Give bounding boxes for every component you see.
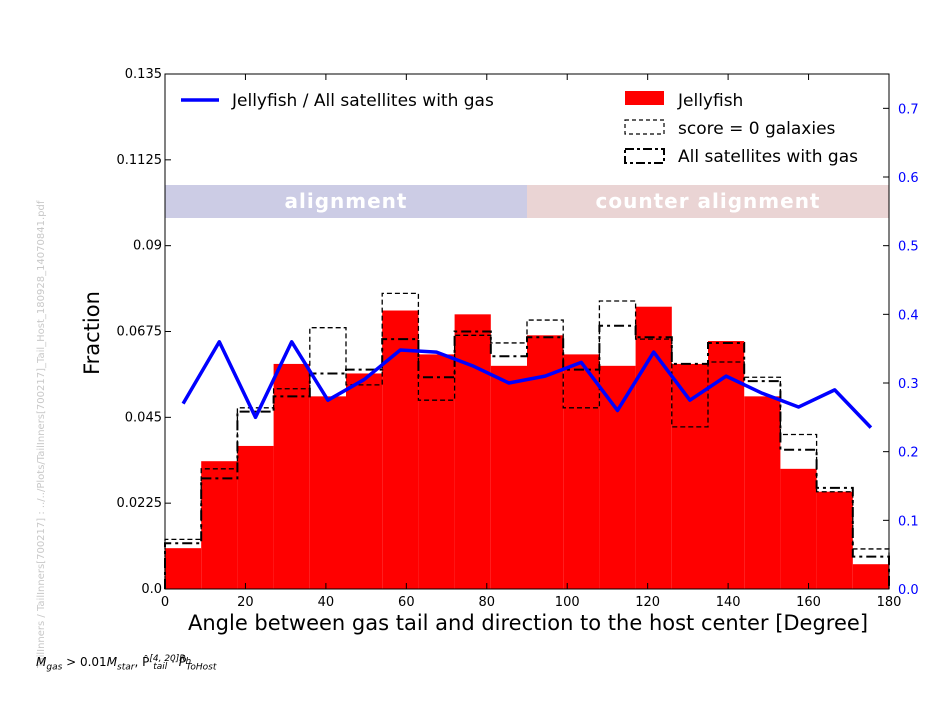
band-label-1: counter alignment — [596, 189, 821, 213]
legend-all-sats-swatch — [624, 148, 665, 164]
jellyfish-bar — [744, 396, 781, 589]
legend-jellyfish-label: Jellyfish — [677, 91, 743, 111]
y-tick-label: 0.0675 — [117, 325, 163, 340]
jellyfish-bar — [490, 365, 527, 589]
legend: Jellyfish / All satellites with gas Jelly… — [181, 91, 858, 167]
formula-mstar: M — [106, 655, 118, 669]
x-tick-label: 120 — [635, 595, 660, 610]
x-tick-label: 0 — [161, 595, 169, 610]
x-tick-label: 40 — [318, 595, 335, 610]
formula-mstar-sub: star — [117, 662, 135, 673]
jellyfish-bar — [816, 491, 853, 589]
x-axis-label: Angle between gas tail and direction to … — [188, 611, 868, 635]
x-tick-label: 180 — [877, 595, 902, 610]
jellyfish-bar — [454, 314, 491, 589]
band-1 — [527, 185, 889, 218]
formula-ptail: , P̂ — [134, 655, 150, 669]
y-axis-label: Fraction — [80, 291, 104, 375]
score-zero-histogram — [164, 292, 890, 589]
legend-ratio-label: Jellyfish / All satellites with gas — [231, 91, 494, 111]
band-label-0: alignment — [285, 189, 408, 213]
jellyfish-bar — [635, 306, 672, 589]
y2-tick-label: 0.0 — [898, 583, 919, 598]
y-tick-label: 0.1125 — [117, 153, 163, 168]
x-tick-label: 60 — [398, 595, 415, 610]
x-tick-label: 160 — [796, 595, 821, 610]
y-tick-label: 0.135 — [125, 67, 162, 82]
y2-tick-label: 0.5 — [898, 240, 919, 255]
y2-tick-label: 0.4 — [898, 308, 919, 323]
x-tick-label: 20 — [237, 595, 254, 610]
y-tick-label: 0.09 — [133, 239, 162, 254]
jellyfish-bar — [165, 548, 202, 589]
jellyfish-bar — [201, 461, 238, 589]
y-tick-label: 0.0225 — [117, 496, 163, 511]
y-tick-label: 0.0 — [141, 582, 162, 597]
all-satellites-histogram — [164, 324, 890, 589]
jellyfish-bar — [599, 365, 636, 589]
jellyfish-bar — [852, 564, 889, 589]
jellyfish-bar — [237, 445, 274, 589]
formula-phost-sub: ToHost — [186, 662, 217, 673]
jellyfish-bar — [563, 354, 600, 589]
y2-tick-label: 0.2 — [898, 446, 919, 461]
legend-score-zero-label: score = 0 galaxies — [678, 119, 836, 139]
jellyfish-bar — [346, 373, 383, 589]
legend-all-sats-label: All satellites with gas — [678, 147, 858, 167]
legend-jellyfish-swatch — [625, 91, 664, 105]
formula-ptail-sub: tail — [153, 662, 168, 673]
x-tick-label: 140 — [716, 595, 741, 610]
y2-axis-ticks: 0.0 0.1 0.2 0.3 0.4 0.5 0.6 0.7 — [883, 102, 919, 598]
formula-relation: > 0.01 — [62, 655, 107, 669]
formula-phost: P̂ — [178, 655, 187, 669]
alignment-bands: alignment counter alignment — [165, 185, 889, 218]
x-tick-label: 100 — [555, 595, 580, 610]
formula-ptail-sup: [4, 20]R — [149, 654, 186, 664]
y2-tick-label: 0.3 — [898, 377, 919, 392]
formula-mgas-sub: gas — [46, 662, 63, 673]
jellyfish-bar — [418, 354, 455, 589]
jellyfish-bars — [165, 306, 889, 589]
y-axis-ticks: 0.0 0.0225 0.045 0.0675 0.09 0.1125 0.135 — [117, 67, 171, 597]
ratio-line — [181, 340, 873, 429]
file-path-note: TailInners / TailInners[700217] : ../../… — [36, 200, 47, 668]
formula-ptail-sup-sub: h — [185, 656, 192, 667]
x-tick-label: 80 — [479, 595, 496, 610]
y-tick-label: 0.045 — [125, 410, 162, 425]
jellyfish-bar — [309, 396, 346, 589]
jellyfish-bar — [273, 363, 310, 589]
y2-tick-label: 0.7 — [898, 102, 919, 117]
jellyfish-bar — [527, 335, 564, 589]
formula-dot: · — [167, 655, 179, 669]
jellyfish-bar — [780, 468, 817, 589]
x-axis-ticks: 0 20 40 60 80 100 120 140 160 180 — [161, 74, 902, 610]
band-0 — [165, 185, 527, 218]
y2-tick-label: 0.1 — [898, 514, 919, 529]
legend-score-zero-swatch — [624, 119, 665, 135]
formula-mgas: M — [36, 655, 47, 669]
selection-formula: Mgas > 0.01Mstar, P̂[4, 20]Rhtail · P̂To… — [36, 654, 216, 672]
y2-tick-label: 0.6 — [898, 171, 919, 186]
jellyfish-bar — [382, 310, 419, 589]
